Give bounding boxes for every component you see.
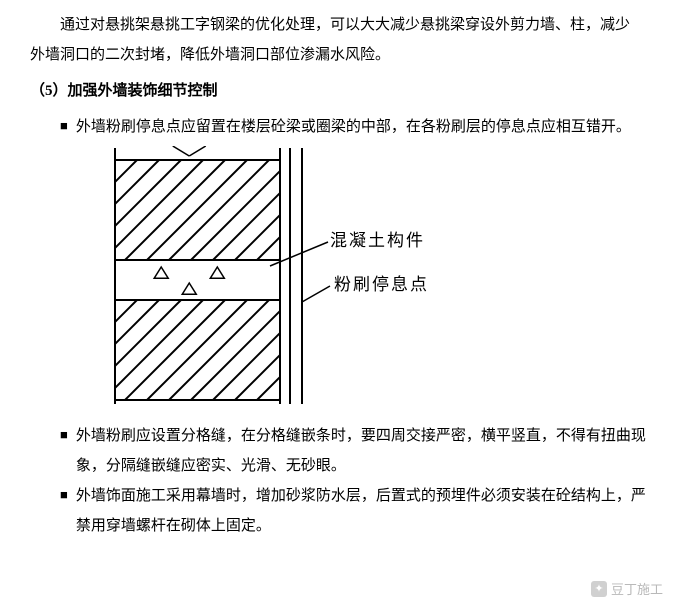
svg-text:混凝土构件: 混凝土构件 xyxy=(330,231,425,250)
square-bullet-icon: ■ xyxy=(60,112,68,141)
figure-wall-section: 混凝土构件粉刷停息点 xyxy=(90,146,653,417)
wall-section-diagram: 混凝土构件粉刷停息点 xyxy=(90,146,450,406)
bullet-text-2: 外墙粉刷应设置分格缝，在分格缝嵌条时，要四周交接严密，横平竖直，不得有扭曲现象，… xyxy=(76,421,653,481)
bullet-item-1: ■ 外墙粉刷停息点应留置在楼层砼梁或圈梁的中部，在各粉刷层的停息点应相互错开。 xyxy=(60,112,653,142)
wechat-icon: ✦ xyxy=(591,581,607,597)
intro-paragraph-line1: 通过对悬挑架悬挑工字钢梁的优化处理，可以大大减少悬挑梁穿设外剪力墙、柱，减少 xyxy=(30,10,653,40)
section-heading-5: （5）加强外墙装饰细节控制 xyxy=(30,76,653,106)
document-page: 通过对悬挑架悬挑工字钢梁的优化处理，可以大大减少悬挑梁穿设外剪力墙、柱，减少 外… xyxy=(0,0,683,541)
watermark-text: 豆丁施工 xyxy=(611,579,663,598)
intro-paragraph-line2: 外墙洞口的二次封堵，降低外墙洞口部位渗漏水风险。 xyxy=(30,40,653,70)
svg-text:粉刷停息点: 粉刷停息点 xyxy=(334,275,429,294)
bullet-item-2: ■ 外墙粉刷应设置分格缝，在分格缝嵌条时，要四周交接严密，横平竖直，不得有扭曲现… xyxy=(60,421,653,481)
bullet-text-3: 外墙饰面施工采用幕墙时，增加砂浆防水层，后置式的预埋件必须安装在砼结构上，严禁用… xyxy=(76,481,653,541)
watermark: ✦ 豆丁施工 xyxy=(591,579,663,598)
square-bullet-icon: ■ xyxy=(60,481,68,510)
bullet-text-1: 外墙粉刷停息点应留置在楼层砼梁或圈梁的中部，在各粉刷层的停息点应相互错开。 xyxy=(76,112,653,142)
square-bullet-icon: ■ xyxy=(60,421,68,450)
bullet-item-3: ■ 外墙饰面施工采用幕墙时，增加砂浆防水层，后置式的预埋件必须安装在砼结构上，严… xyxy=(60,481,653,541)
